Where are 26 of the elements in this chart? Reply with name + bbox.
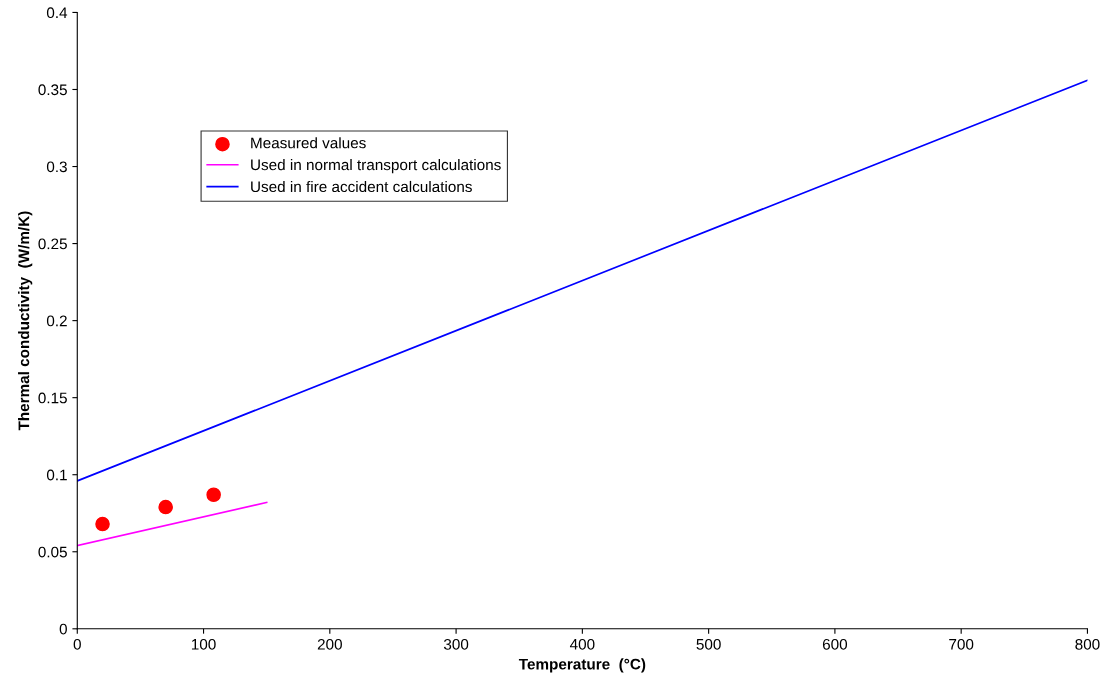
y-tick-label: 0 — [59, 623, 67, 635]
legend-label: Used in fire accident calculations — [251, 180, 472, 193]
y-tick-label: 0.3 — [46, 161, 67, 173]
point — [158, 499, 173, 515]
legend-label: Used in normal transport calculations — [251, 159, 501, 174]
x-tick-label: 100 — [191, 638, 216, 650]
point — [95, 516, 110, 532]
y-tick-label: 0.35 — [38, 84, 67, 96]
y-tick-label: 0.1 — [46, 469, 67, 481]
y-tick-label: 0.05 — [38, 546, 67, 558]
y-tick-label: 0.25 — [38, 238, 67, 250]
x-tick-label: 600 — [822, 638, 848, 650]
point — [206, 487, 221, 503]
x-tick-label: 200 — [317, 638, 342, 650]
x-tick-label: 400 — [569, 638, 595, 650]
x-axis-title: Temperature (°C) — [518, 658, 646, 673]
x-tick-label: 500 — [696, 638, 721, 650]
y-tick-label: 0.15 — [38, 392, 67, 404]
y-tick-label: 0.2 — [46, 315, 67, 327]
x-tick-label: 800 — [1075, 638, 1100, 650]
x-tick-label: 300 — [443, 638, 469, 650]
y-tick-label: 0.4 — [46, 7, 68, 19]
y-axis-title: Thermal conductivity (W/m/K) — [18, 211, 33, 431]
legend-label: Measured values — [251, 137, 366, 149]
x-tick-label: 700 — [949, 638, 974, 650]
x-tick-label: 0 — [73, 638, 81, 650]
